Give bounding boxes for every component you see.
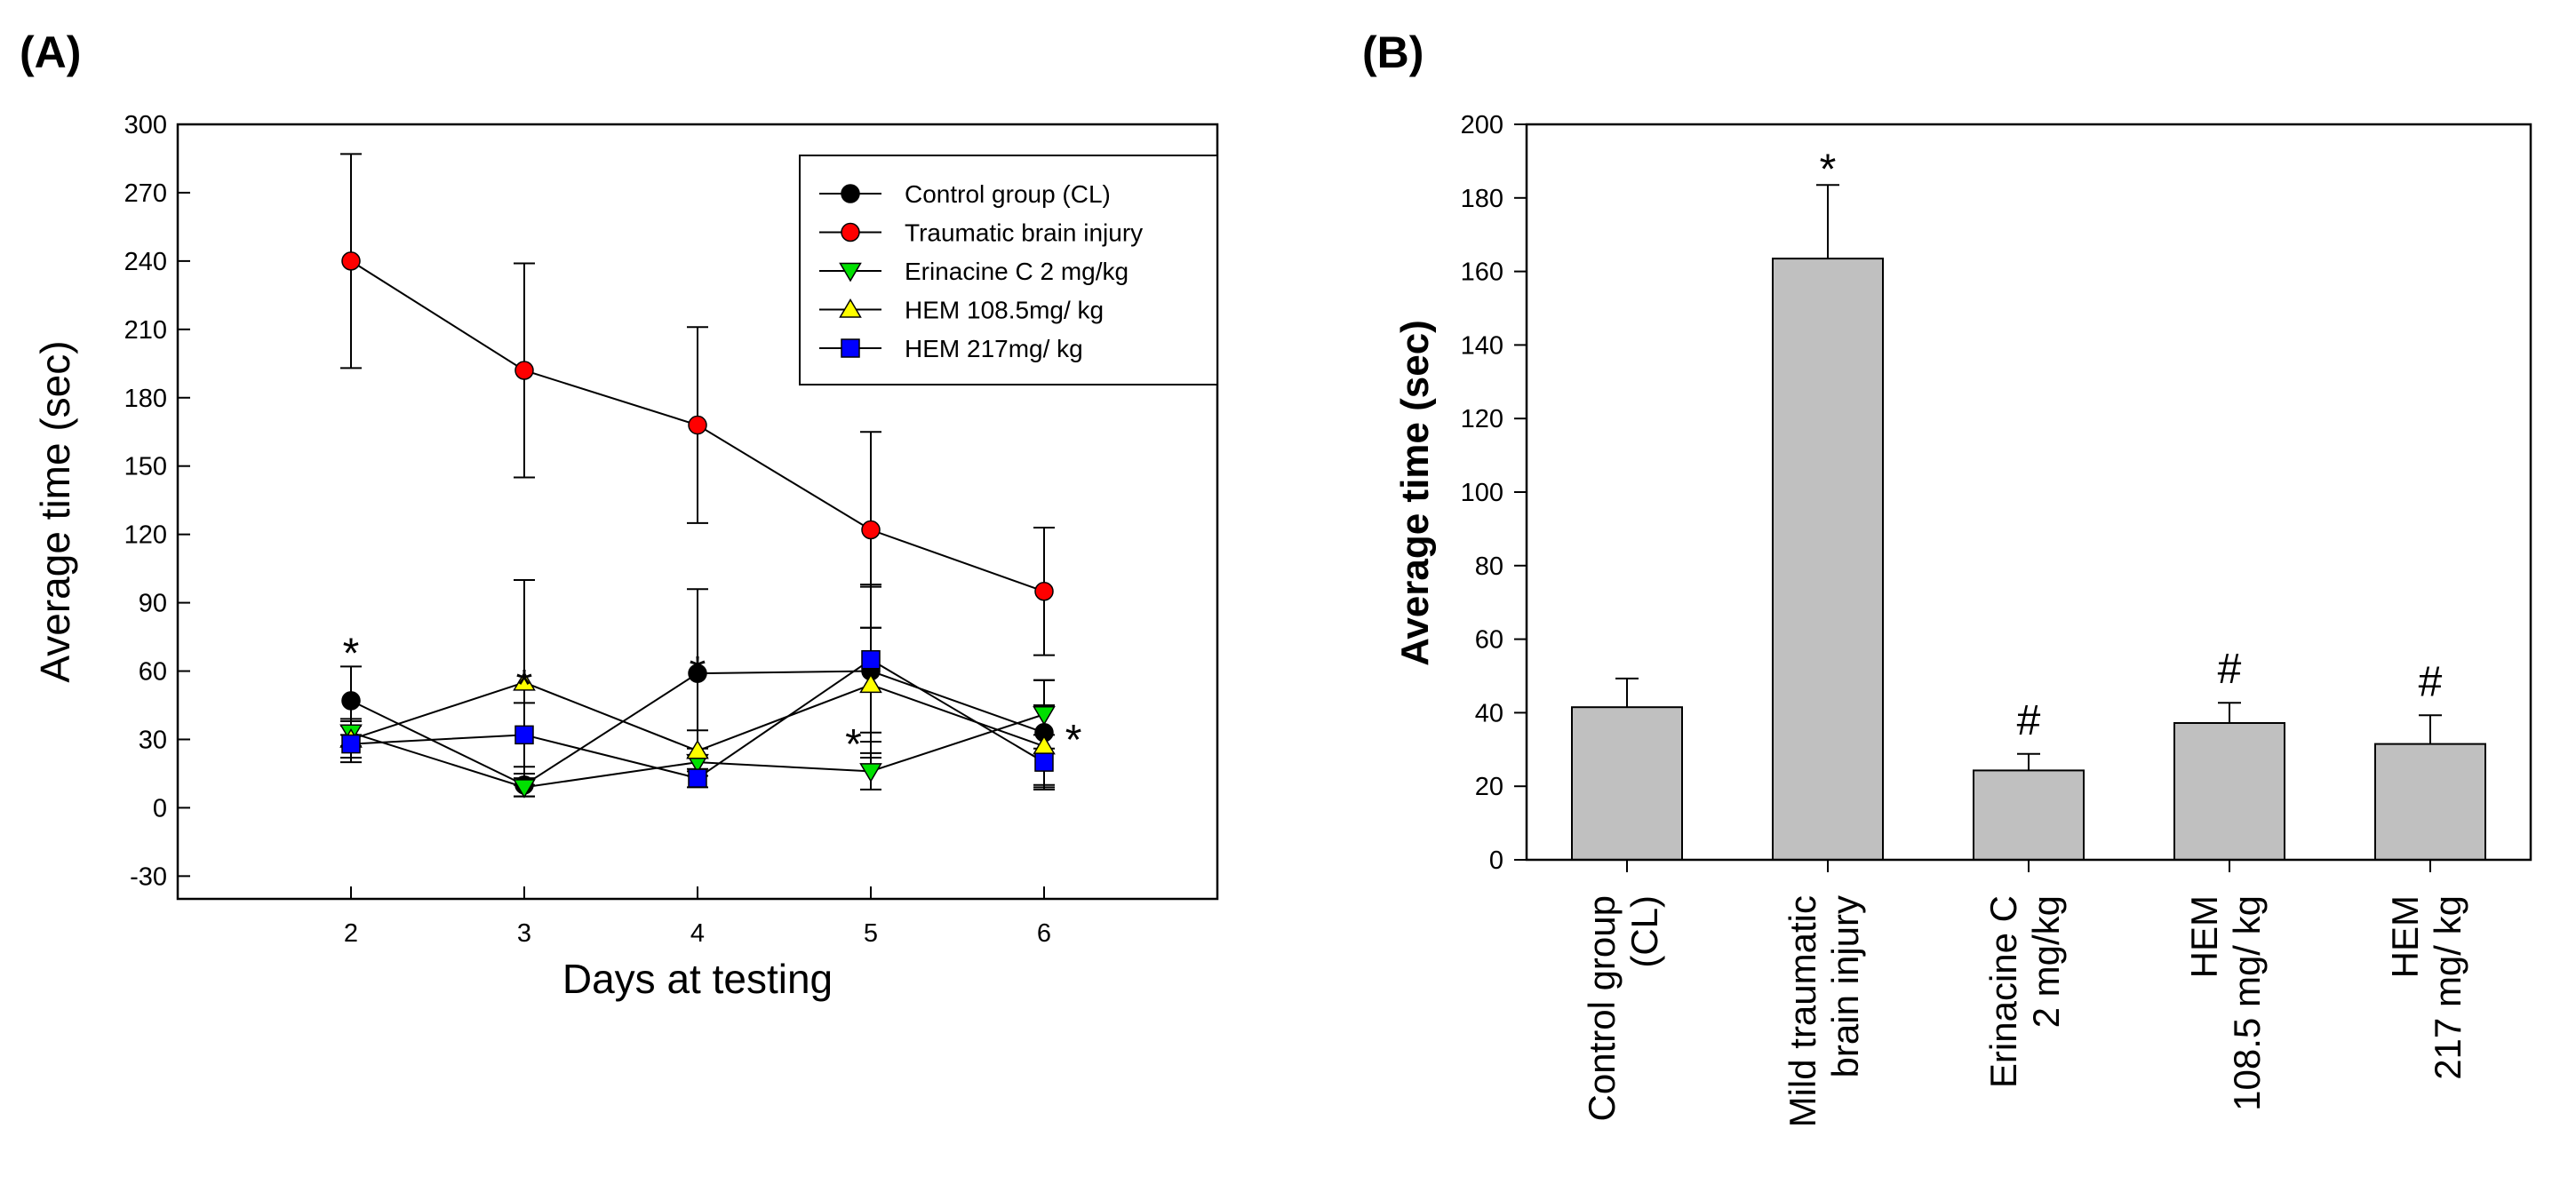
data-point (1033, 735, 1056, 755)
bar (1973, 769, 2085, 862)
bar (1772, 258, 1884, 861)
panel-b-frame (1525, 123, 2532, 862)
legend-label: Control group (CL) (905, 180, 1111, 208)
panel-a: (A) -30 0 30 60 90 120 150 180 210 240 270 300 2 3 4 5 6… (20, 28, 1219, 1002)
y-tick-label: 140 (1461, 331, 1503, 360)
y-tick-label: -30 (130, 862, 167, 891)
legend-label: HEM 108.5mg/ kg (905, 297, 1104, 324)
data-point (513, 671, 536, 691)
y-tick-label: 180 (1461, 185, 1503, 213)
x-tick-label: 2 (344, 919, 358, 948)
legend-marker (841, 184, 860, 203)
data-point (861, 520, 881, 540)
y-tick-label: 60 (1475, 626, 1503, 655)
category-label: 108.5 mg/ kg (2226, 895, 2268, 1111)
data-point (688, 415, 707, 435)
y-tick-label: 90 (139, 590, 167, 618)
legend-marker (841, 338, 860, 358)
y-tick-label: 180 (124, 385, 167, 413)
legend-label: Traumatic brain injury (905, 219, 1143, 247)
data-point (514, 725, 534, 745)
data-point (859, 673, 882, 694)
category-label: HEM (2183, 895, 2225, 978)
y-tick-label: 210 (124, 316, 167, 345)
data-point (341, 251, 361, 271)
legend-marker (839, 298, 862, 318)
y-tick-label: 40 (1475, 699, 1503, 727)
y-tick-label: 0 (1489, 846, 1503, 875)
y-tick-label: 120 (1461, 405, 1503, 433)
significance-marker: * (1820, 146, 1837, 193)
category-label: HEM (2384, 895, 2426, 978)
significance-marker: # (2218, 646, 2242, 693)
data-point (1034, 752, 1054, 772)
panel-b-label: (B) (1362, 28, 1424, 77)
significance-marker: * (1065, 717, 1082, 764)
x-tick-label: 5 (864, 919, 878, 948)
x-tick-label: 6 (1037, 919, 1051, 948)
y-tick-label: 80 (1475, 552, 1503, 581)
bar (2374, 743, 2486, 862)
data-point (859, 763, 882, 783)
data-point (341, 691, 361, 711)
data-point (861, 649, 881, 670)
panel-a-label: (A) (20, 28, 81, 77)
panel-b-y-axis-title: Average time (sec) (1393, 320, 1437, 666)
y-tick-label: 150 (124, 453, 167, 481)
y-tick-label: 20 (1475, 773, 1503, 801)
bar (2173, 721, 2285, 861)
significance-marker: * (690, 648, 706, 695)
legend-label: HEM 217mg/ kg (905, 335, 1083, 362)
y-tick-label: 120 (124, 521, 167, 550)
y-tick-label: 30 (139, 726, 167, 754)
y-tick-label: 200 (1461, 111, 1503, 139)
legend-marker (841, 222, 860, 242)
category-label: brain injury (1824, 895, 1866, 1077)
data-point (686, 739, 709, 759)
data-point (341, 734, 361, 754)
significance-marker: * (343, 630, 360, 677)
category-label: (CL) (1623, 895, 1665, 968)
legend-label: Erinacine C 2 mg/kg (905, 258, 1128, 285)
y-tick-label: 100 (1461, 479, 1503, 507)
x-tick-label: 4 (690, 919, 705, 948)
significance-marker: # (2017, 697, 2041, 744)
y-tick-label: 300 (124, 111, 167, 139)
category-label: 217 mg/ kg (2427, 895, 2468, 1080)
data-point (688, 768, 707, 788)
legend-marker (839, 262, 862, 282)
y-tick-label: 270 (124, 179, 167, 208)
category-label: Control group (1581, 895, 1623, 1121)
y-tick-label: 60 (139, 658, 167, 687)
data-point (514, 361, 534, 380)
category-label: Erinacine C (1982, 895, 2024, 1088)
bar (1571, 706, 1683, 861)
category-label: 2 mg/kg (2025, 895, 2067, 1028)
data-point (688, 664, 707, 683)
x-tick-label: 3 (517, 919, 531, 948)
significance-marker: * (516, 662, 533, 709)
y-tick-label: 240 (124, 248, 167, 276)
significance-marker: * (845, 721, 862, 768)
panel-a-frame (176, 123, 1219, 901)
panel-a-legend: Control group (CL) Traumatic brain injury… (799, 155, 1218, 385)
data-point (513, 779, 536, 799)
panel-a-y-axis-title: Average time (sec) (32, 340, 78, 682)
y-tick-label: 0 (153, 794, 167, 823)
significance-marker: # (2419, 658, 2443, 705)
data-point (1034, 582, 1054, 601)
panel-b: (B) 0 20 40 60 80 100 120 140 160 180 200 Control g… (1362, 28, 2532, 1127)
panel-a-x-axis-title: Days at testing (562, 956, 833, 1002)
category-label: Mild traumatic (1782, 895, 1823, 1127)
data-point (1033, 706, 1056, 726)
y-tick-label: 160 (1461, 258, 1503, 287)
